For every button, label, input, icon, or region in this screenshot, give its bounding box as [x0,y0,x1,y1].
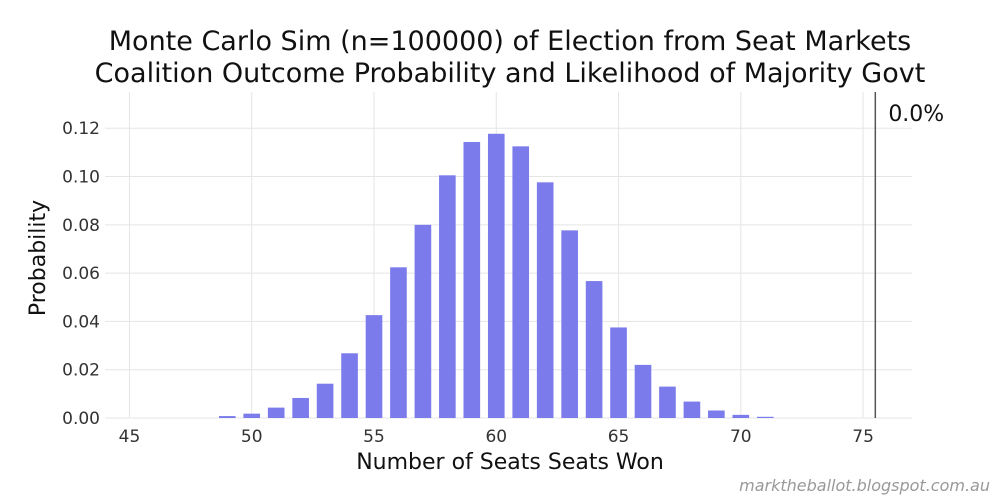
x-tick-label: 70 [730,427,752,447]
bar [341,353,358,418]
bar [683,401,701,418]
bar [316,383,334,418]
bar [610,327,627,418]
bar [243,413,261,418]
bar [267,407,285,418]
bar [732,414,750,418]
bar [439,175,456,418]
x-tick-label: 65 [608,427,630,447]
y-tick-label: 0.00 [62,409,100,429]
x-tick-label: 55 [363,427,385,447]
x-tick-label: 50 [241,427,263,447]
bar [512,146,530,419]
chart-title: Monte Carlo Sim (n=100000) of Election f… [109,26,911,57]
bar [414,224,432,418]
bar [756,416,774,418]
bar [708,410,725,418]
x-axis-label: Number of Seats Seats Won [356,450,664,475]
bar [463,141,481,418]
bar [218,416,236,418]
y-tick-label: 0.10 [62,168,100,188]
x-tick-label: 45 [119,427,141,447]
watermark: marktheballot.blogspot.com.au [739,476,990,495]
bar [292,397,309,418]
bar [487,133,505,418]
y-axis-label: Probability [26,200,51,316]
bar [585,281,603,418]
x-tick-label: 60 [485,427,507,447]
chart-subtitle: Coalition Outcome Probability and Likeli… [95,58,926,89]
y-tick-label: 0.08 [62,216,100,236]
bar [634,364,652,418]
y-tick-label: 0.04 [62,312,100,332]
y-tick-label: 0.06 [62,264,100,284]
bar [365,315,383,418]
y-tick-label: 0.02 [62,361,100,381]
majority-probability-label: 0.0% [888,102,944,127]
bar [659,386,676,418]
bar [561,230,578,418]
bar [536,182,554,418]
plot-area: 45 50 55 60 65 70 75 0.00 0.02 0.04 0.06 0.08 0.10 0.… [62,92,944,447]
x-tick-label: 75 [852,427,874,447]
y-tick-label: 0.12 [62,119,100,139]
bar [390,267,407,418]
